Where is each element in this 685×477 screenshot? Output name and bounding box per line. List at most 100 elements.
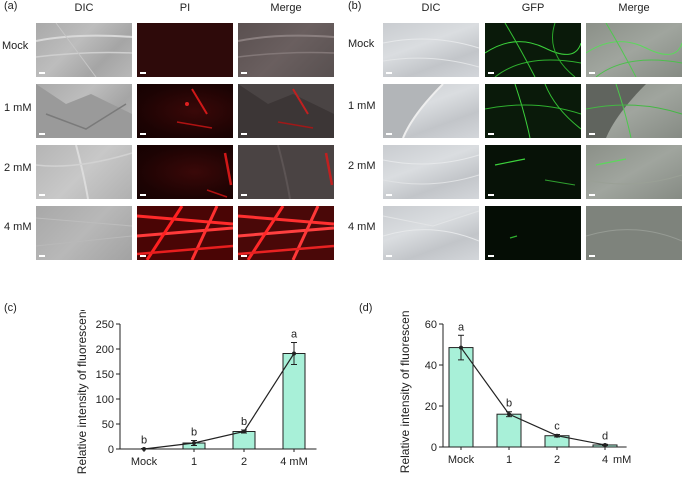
x-tick-label: Mock: [131, 456, 158, 468]
data-point: [142, 447, 146, 451]
col-header-pi: PI: [179, 2, 191, 14]
scale-bar: [241, 194, 247, 196]
micrograph-dic-2mm: [36, 145, 132, 199]
col-header-gfp: GFP: [521, 2, 545, 14]
row-label-4mm-a: 4 mM: [4, 221, 32, 233]
significance-letter: b: [506, 398, 512, 410]
scale-bar: [39, 194, 45, 196]
micrograph-gfp-mock: [485, 23, 581, 77]
significance-letter: c: [554, 420, 560, 432]
row-label-1mm-b: 1 mM: [348, 100, 376, 112]
scale-bar: [140, 255, 146, 257]
scale-bar: [589, 72, 595, 74]
data-point: [507, 412, 511, 417]
micrograph-dic-mock: [36, 23, 132, 77]
panel-label-b: (b): [348, 0, 362, 12]
scale-bar: [386, 72, 392, 74]
trend-line: [460, 347, 606, 446]
panel-label-d: (d): [359, 302, 373, 314]
row-label-mock-b: Mock: [348, 38, 375, 50]
data-point: [292, 351, 296, 356]
bar: [496, 413, 522, 448]
data-point: [603, 442, 607, 447]
scale-bar: [589, 194, 595, 196]
scale-bar: [488, 194, 494, 196]
bar-chart-c: 0 50 100 150 200 250 Relative intensity of flu…: [75, 310, 317, 474]
row-label-mock-a: Mock: [2, 40, 29, 52]
micrograph-merge-2mm-b: [586, 145, 682, 199]
row-label-2mm-b: 2 mM: [348, 160, 376, 172]
micrograph-pi-1mm: [137, 84, 233, 138]
x-tick-label: 2: [241, 456, 247, 468]
y-axis-title: Relative intensity of fluorescence: [398, 310, 412, 473]
bar: [448, 347, 474, 448]
x-tick-label: 4 mM: [280, 456, 308, 468]
data-point: [192, 441, 196, 445]
scale-bar: [241, 72, 247, 74]
row-label-4mm-b: 4 mM: [348, 221, 376, 233]
panel-label-a: (a): [4, 0, 18, 12]
significance-letter: d: [602, 430, 608, 442]
scale-bar: [488, 72, 494, 74]
scale-bar: [488, 133, 494, 135]
x-axis-unit: mM: [613, 454, 631, 466]
scale-bar: [39, 255, 45, 257]
micrograph-dic-1mm-b: [383, 84, 479, 138]
x-tick-label: 1: [191, 456, 197, 468]
bar: [282, 353, 306, 450]
scale-bar: [589, 255, 595, 257]
micrograph-merge-mock-b: [586, 23, 682, 77]
micrograph-merge-4mm-a: [238, 206, 334, 260]
scale-bar: [241, 255, 247, 257]
bar: [232, 431, 256, 450]
micrograph-dic-2mm-b: [383, 145, 479, 199]
micrograph-dic-mock-b: [383, 23, 479, 77]
micrograph-dic-4mm-b: [383, 206, 479, 260]
micrograph-gfp-4mm: [485, 206, 581, 260]
panel-label-c: (c): [4, 302, 17, 314]
significance-letter: b: [241, 416, 247, 428]
scale-bar: [488, 255, 494, 257]
row-label-2mm-a: 2 mM: [4, 162, 32, 174]
micrograph-pi-2mm: [137, 145, 233, 199]
y-tick-label: 150: [96, 369, 114, 381]
x-tick-label: 2: [554, 454, 560, 466]
data-point: [242, 429, 246, 434]
significance-letter: a: [291, 329, 298, 341]
micrograph-gfp-2mm: [485, 145, 581, 199]
scale-bar: [386, 255, 392, 257]
x-tick-label: 1: [506, 454, 512, 466]
significance-letter: b: [141, 435, 147, 447]
micrograph-merge-4mm-b: [586, 206, 682, 260]
significance-letter: a: [458, 321, 465, 333]
scale-bar: [589, 133, 595, 135]
y-tick-label: 200: [96, 344, 114, 356]
col-header-dic-a: DIC: [74, 2, 94, 14]
scale-bar: [140, 194, 146, 196]
significance-letter: b: [191, 427, 197, 439]
micrograph-merge-1mm-a: [238, 84, 334, 138]
y-tick-label: 100: [96, 394, 114, 406]
y-axis-title: Relative intensity of fluorescence: [75, 310, 89, 474]
data-point: [459, 345, 463, 350]
y-tick-label: 0: [108, 444, 114, 456]
scale-bar: [140, 72, 146, 74]
scale-bar: [386, 194, 392, 196]
scale-bar: [39, 72, 45, 74]
col-header-merge-b: Merge: [618, 2, 650, 14]
y-tick-label: 50: [102, 419, 114, 431]
bar-chart-d: 0 20 40 60 Relative intensity of fluorescenc…: [398, 310, 631, 473]
micrograph-merge-mock-a: [238, 23, 334, 77]
micrograph-merge-2mm-a: [238, 145, 334, 199]
row-label-1mm-a: 1 mM: [4, 102, 32, 114]
scale-bar: [386, 133, 392, 135]
micrograph-pi-4mm: [137, 206, 233, 260]
micrograph-merge-1mm-b: [586, 84, 682, 138]
micrograph-dic-4mm: [36, 206, 132, 260]
y-tick-label: 0: [431, 442, 437, 454]
micrograph-dic-1mm: [36, 84, 132, 138]
col-header-merge-a: Merge: [270, 2, 302, 14]
y-tick-label: 250: [96, 319, 114, 331]
data-point: [555, 433, 559, 438]
y-tick-label: 40: [425, 360, 437, 372]
